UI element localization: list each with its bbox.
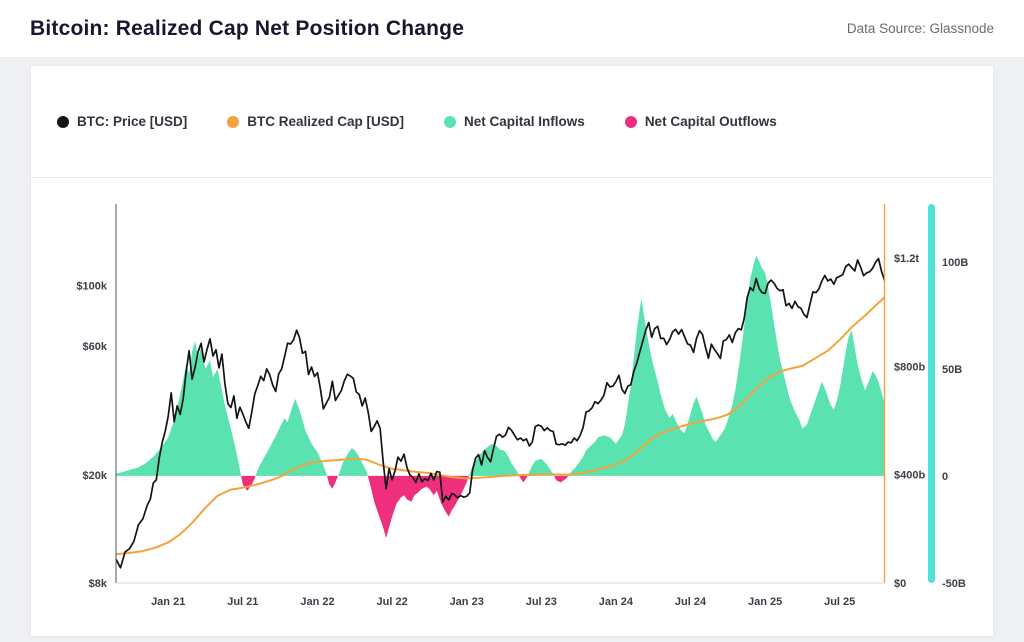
legend-dot-btc-realized-cap — [227, 115, 240, 128]
y-axis-cap-label: $800b — [894, 361, 925, 373]
legend-label: Net Capital Outflows — [644, 114, 777, 129]
chart-area: $100k $60k $20k $8k $1.2t $800b $400b $0 100B 50B… — [31, 178, 993, 636]
x-axis-label: Jan 23 — [450, 596, 484, 608]
y-axis-flow-label: 0 — [942, 471, 948, 483]
y-axis-flow-label: 50B — [942, 364, 962, 376]
data-source-label: Data Source: Glassnode — [846, 21, 994, 36]
y-axis-cap-label: $1.2t — [894, 253, 919, 265]
legend-item-btc-realized-cap[interactable]: BTC Realized Cap [USD] — [227, 114, 404, 129]
y-axis-flow-label: 100B — [942, 257, 968, 269]
legend-item-net-capital-outflows[interactable]: Net Capital Outflows — [624, 114, 777, 129]
realized-cap-line — [115, 296, 886, 556]
page-title: Bitcoin: Realized Cap Net Position Chang… — [30, 16, 465, 40]
x-axis-label: Jan 25 — [748, 596, 782, 608]
legend-item-net-capital-inflows[interactable]: Net Capital Inflows — [444, 114, 585, 129]
legend-label: BTC: Price [USD] — [77, 114, 188, 129]
y-axis-cap-label: $0 — [894, 578, 906, 590]
y-axis-price-label: $8k — [89, 578, 108, 590]
legend-label: Net Capital Inflows — [464, 114, 585, 129]
chart-card: BTC: Price [USD] BTC Realized Cap [USD] Ne… — [30, 65, 994, 637]
top-header: Bitcoin: Realized Cap Net Position Chang… — [0, 0, 1024, 57]
outflows-area — [116, 475, 885, 538]
x-axis-label: Jul 25 — [824, 596, 855, 608]
chart-plot[interactable]: $100k $60k $20k $8k $1.2t $800b $400b $0 100B 50B… — [31, 178, 994, 636]
x-axis-label: Jul 21 — [227, 596, 258, 608]
legend-dot-net-capital-outflows — [624, 115, 637, 128]
inflows-area — [116, 255, 885, 476]
axis-resizer-handle[interactable] — [928, 204, 935, 583]
legend-dot-btc-price — [57, 115, 69, 128]
y-axis-price-label: $100k — [76, 281, 107, 293]
x-axis-label: Jan 21 — [151, 596, 185, 608]
price-line — [115, 257, 886, 569]
y-axis-price-label: $20k — [83, 470, 108, 482]
x-axis-label: Jul 24 — [675, 596, 707, 608]
y-axis-flow-label: -50B — [942, 578, 966, 590]
x-axis-label: Jul 23 — [526, 596, 557, 608]
legend-item-btc-price[interactable]: BTC: Price [USD] — [57, 114, 187, 129]
y-axis-price-label: $60k — [83, 341, 108, 353]
legend-dot-net-capital-inflows — [444, 115, 457, 128]
x-axis-label: Jan 22 — [300, 596, 334, 608]
legend: BTC: Price [USD] BTC Realized Cap [USD] Ne… — [31, 66, 993, 178]
legend-label: BTC Realized Cap [USD] — [247, 114, 405, 129]
y-axis-cap-label: $400b — [894, 470, 925, 482]
x-axis-label: Jul 22 — [377, 596, 408, 608]
x-axis-label: Jan 24 — [599, 596, 634, 608]
